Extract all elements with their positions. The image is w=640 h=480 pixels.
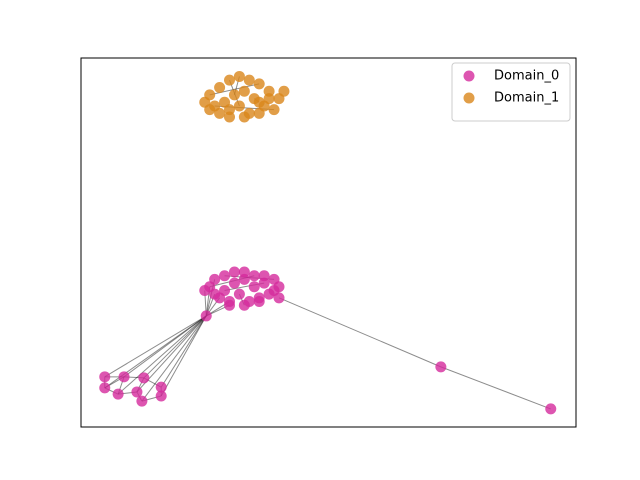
- node: [228, 89, 240, 101]
- node: [138, 372, 150, 384]
- node: [112, 388, 124, 400]
- node: [224, 111, 235, 123]
- edge: [104, 315, 207, 378]
- edge: [117, 315, 207, 395]
- edge: [141, 315, 207, 402]
- node: [263, 288, 275, 300]
- node: [155, 390, 167, 402]
- node: [248, 270, 260, 282]
- node: [214, 292, 226, 304]
- legend: Domain_0 Domain_1: [451, 62, 571, 122]
- node: [199, 284, 211, 296]
- edge: [209, 83, 260, 96]
- node: [214, 82, 226, 94]
- node: [238, 299, 250, 311]
- edge: [143, 315, 207, 379]
- node: [238, 273, 250, 285]
- node: [243, 74, 255, 86]
- legend-label: Domain_0: [494, 69, 559, 84]
- node: [233, 100, 245, 112]
- edges: [104, 76, 551, 410]
- legend-marker: [463, 70, 475, 82]
- node: [238, 85, 250, 97]
- node: [209, 273, 221, 285]
- nodes: [99, 70, 557, 415]
- node: [99, 382, 111, 394]
- edge: [160, 315, 207, 388]
- node: [253, 78, 265, 90]
- edge: [440, 366, 551, 410]
- plot-frame: [80, 57, 577, 428]
- legend-label: Domain_1: [494, 91, 559, 106]
- node: [435, 361, 447, 373]
- node: [228, 266, 240, 278]
- legend-marker: [463, 92, 475, 104]
- node: [273, 292, 285, 304]
- node: [99, 371, 111, 383]
- node: [224, 299, 235, 311]
- edge: [123, 315, 207, 378]
- node: [545, 403, 557, 415]
- node: [258, 277, 270, 289]
- node: [224, 74, 235, 86]
- node: [199, 96, 211, 108]
- node: [136, 395, 148, 407]
- node: [200, 310, 212, 322]
- node: [155, 381, 167, 393]
- node: [233, 70, 245, 82]
- node: [233, 288, 245, 300]
- edge: [160, 315, 207, 397]
- node: [263, 93, 275, 105]
- node: [248, 281, 260, 293]
- node: [268, 104, 280, 116]
- node: [278, 85, 290, 97]
- edge: [278, 297, 442, 368]
- node: [253, 296, 265, 308]
- node: [238, 111, 250, 123]
- node: [214, 107, 226, 119]
- node: [253, 96, 265, 108]
- node: [253, 107, 265, 119]
- node: [228, 277, 240, 289]
- node: [118, 371, 130, 383]
- legend-box: [451, 62, 571, 122]
- node: [219, 270, 231, 282]
- node: [131, 386, 143, 398]
